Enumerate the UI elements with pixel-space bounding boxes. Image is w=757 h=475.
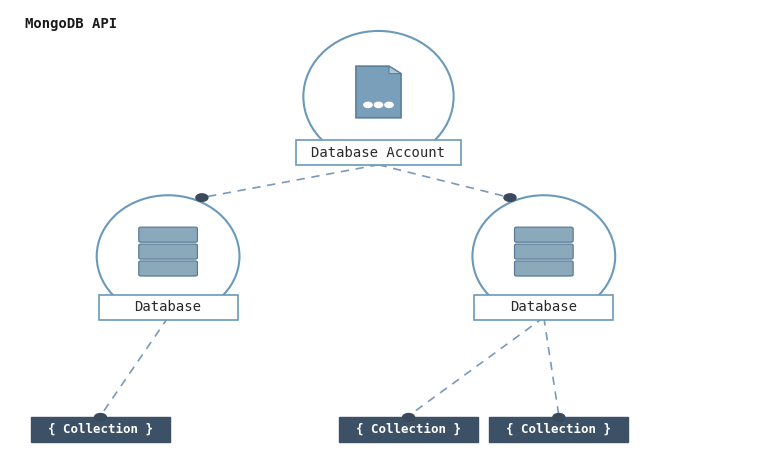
Circle shape	[385, 102, 393, 107]
Ellipse shape	[304, 31, 453, 162]
Circle shape	[553, 414, 565, 421]
Circle shape	[504, 194, 516, 201]
FancyBboxPatch shape	[139, 244, 198, 259]
FancyBboxPatch shape	[515, 261, 573, 276]
Ellipse shape	[97, 195, 239, 317]
FancyBboxPatch shape	[489, 418, 628, 442]
FancyBboxPatch shape	[515, 227, 573, 242]
Polygon shape	[389, 66, 401, 74]
FancyBboxPatch shape	[515, 244, 573, 259]
FancyBboxPatch shape	[139, 261, 198, 276]
Ellipse shape	[472, 195, 615, 317]
Text: MongoDB API: MongoDB API	[25, 17, 117, 31]
Text: Database: Database	[135, 301, 201, 314]
FancyBboxPatch shape	[98, 295, 238, 320]
Circle shape	[95, 414, 107, 421]
Polygon shape	[356, 66, 401, 118]
Text: { Collection }: { Collection }	[356, 423, 461, 436]
FancyBboxPatch shape	[31, 418, 170, 442]
FancyBboxPatch shape	[339, 418, 478, 442]
Circle shape	[364, 102, 372, 107]
FancyBboxPatch shape	[296, 140, 461, 165]
Text: Database: Database	[510, 301, 578, 314]
Circle shape	[403, 414, 415, 421]
Text: Database Account: Database Account	[311, 145, 446, 160]
FancyBboxPatch shape	[139, 227, 198, 242]
Circle shape	[375, 102, 382, 107]
Text: { Collection }: { Collection }	[48, 423, 153, 436]
Text: { Collection }: { Collection }	[506, 423, 612, 436]
Circle shape	[196, 194, 208, 201]
FancyBboxPatch shape	[475, 295, 613, 320]
